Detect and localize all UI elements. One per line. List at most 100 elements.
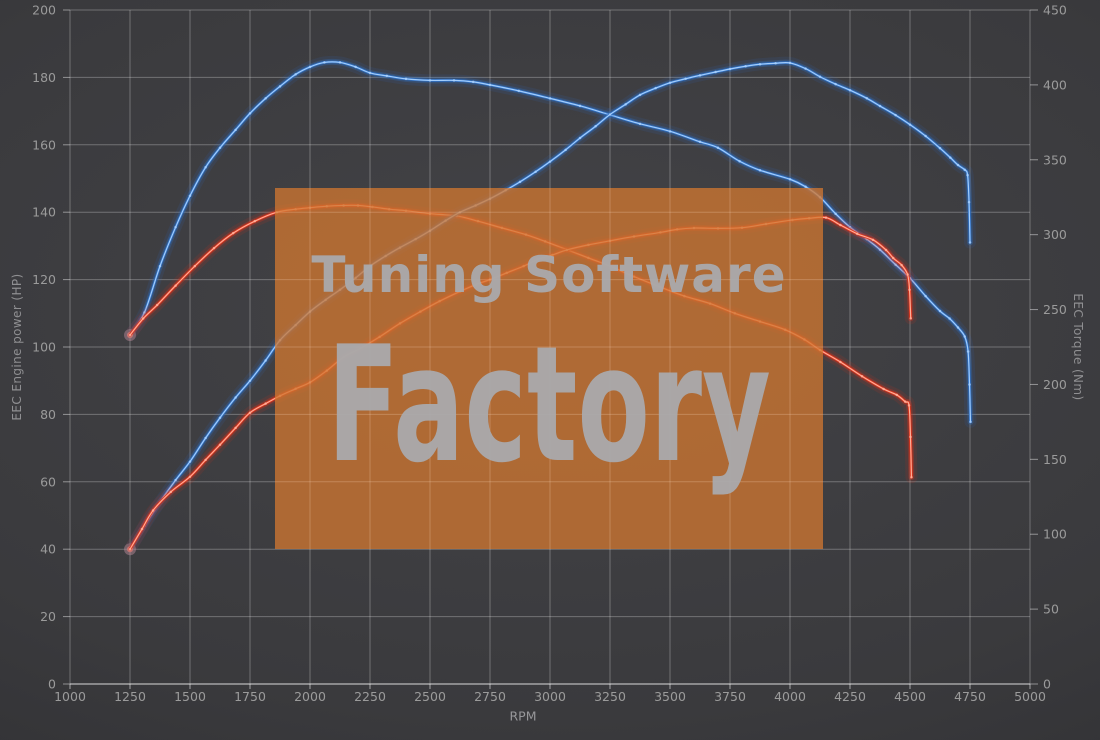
x-tick-label: 3500 [654,689,686,704]
data-point-marker [908,123,912,126]
data-point-marker [884,248,888,252]
data-point-marker [248,411,252,414]
data-point-marker [323,61,326,64]
x-tick-label: 4500 [894,689,926,704]
data-point-marker [818,75,822,78]
data-point-marker [204,436,207,440]
data-point-marker [788,177,792,181]
x-tick-label: 1750 [234,689,266,704]
data-point-marker [248,379,252,382]
data-point-marker [548,97,552,100]
left-tick-label: 140 [32,205,56,220]
left-tick-label: 160 [32,137,56,152]
data-point-marker [294,73,297,76]
x-tick-label: 3750 [714,689,746,704]
data-point-marker [910,476,913,479]
data-point-marker [188,475,192,478]
data-point-marker [758,169,762,172]
data-point-marker [564,148,567,152]
data-point-marker [848,225,852,229]
data-point-marker [608,113,612,116]
x-tick-label: 1000 [54,689,86,704]
left-tick-label: 20 [40,609,56,624]
data-point-marker [218,146,222,150]
left-tick-label: 200 [32,3,56,18]
data-point-marker [956,326,960,329]
data-point-marker [385,74,389,78]
watermark-text-line1: Tuning Software [311,246,786,304]
data-point-marker [578,104,582,108]
data-point-marker [804,185,807,188]
data-point-marker [169,490,173,494]
data-point-marker [174,284,177,287]
data-point-marker [774,61,777,65]
data-point-marker [248,112,252,115]
x-tick-label: 1500 [174,689,206,704]
data-point-marker [909,435,912,439]
x-tick-label: 1250 [114,689,146,704]
x-tick-label: 3000 [534,689,566,704]
data-point-marker [354,65,357,69]
data-point-marker [908,288,911,291]
axis-lines-and-ticks [63,9,1038,689]
left-axis-title: EEC Engine power (HP) [10,273,24,421]
data-point-marker [824,216,828,219]
left-tick-label: 100 [32,340,56,355]
data-point-marker [204,166,207,169]
data-point-marker [578,136,582,140]
right-tick-label: 0 [1043,677,1051,692]
right-tick-label: 400 [1043,77,1067,92]
data-point-marker [758,63,762,66]
data-point-marker [804,67,807,70]
right-tick-label: 100 [1043,527,1067,542]
data-point-marker [278,85,282,88]
data-point-marker [924,134,927,138]
data-point-marker [368,71,372,75]
data-point-marker [594,125,597,128]
right-tick-label: 300 [1043,227,1067,242]
data-point-marker [967,200,971,204]
data-point-marker [834,212,837,215]
data-point-marker [128,547,132,551]
data-point-marker [141,317,145,320]
data-point-marker [948,317,951,320]
data-point-marker [907,404,911,407]
data-point-marker [308,65,312,69]
data-point-marker [174,478,177,482]
data-point-marker [234,426,237,430]
data-point-marker [143,311,146,314]
data-point-marker [188,460,192,463]
data-point-marker [548,160,552,163]
data-point-marker [218,416,222,420]
data-point-marker [738,160,741,163]
data-point-marker [968,241,972,244]
data-point-marker [452,79,456,82]
left-tick-label: 120 [32,272,56,287]
data-point-marker [158,264,162,268]
x-tick-label: 4250 [834,689,866,704]
right-tick-label: 200 [1043,377,1067,392]
data-point-marker [264,359,267,362]
right-tick-label: 150 [1043,452,1067,467]
x-tick-label: 2000 [294,689,326,704]
data-point-marker [903,400,907,403]
data-point-marker [963,168,966,171]
left-tick-label: 180 [32,70,56,85]
watermark-overlay: Tuning Software Factory [275,188,823,549]
x-tick-label: 4750 [954,689,986,704]
data-point-marker [218,443,222,446]
data-point-marker [949,156,952,159]
data-point-marker [698,140,702,144]
data-point-marker [865,97,869,100]
right-tick-label: 450 [1043,3,1067,18]
data-point-marker [860,374,864,378]
watermark-text-line2: Factory [327,311,771,497]
data-point-marker [698,74,702,77]
data-point-marker [517,89,521,93]
data-point-marker [938,146,942,150]
data-point-marker [253,219,257,223]
data-point-marker [894,263,897,266]
left-tick-label: 40 [40,542,56,557]
data-point-marker [906,273,909,276]
data-point-marker [140,527,144,531]
